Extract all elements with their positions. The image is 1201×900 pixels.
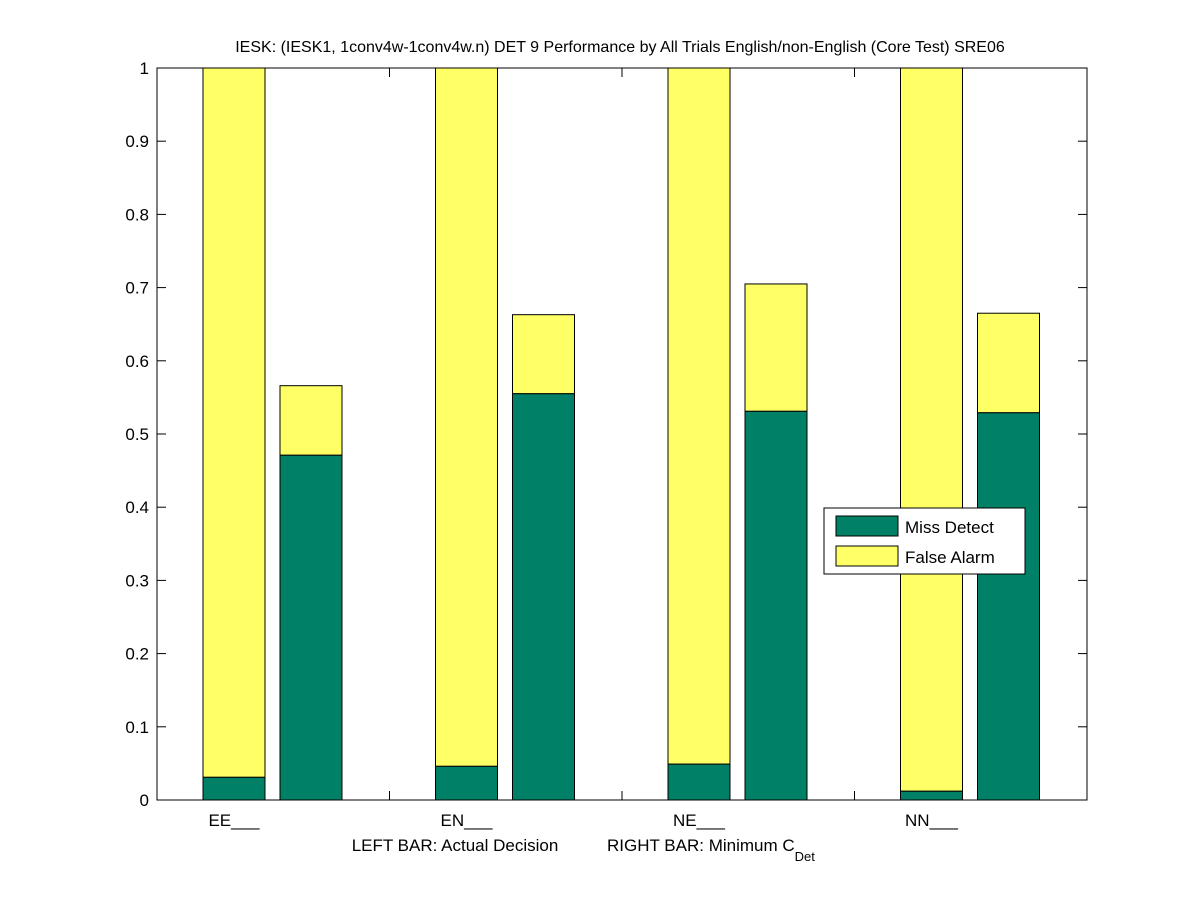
y-tick-label: 0.3 bbox=[125, 571, 149, 590]
legend: Miss Detect False Alarm bbox=[823, 507, 1026, 575]
y-tick-label: 1 bbox=[140, 59, 149, 78]
xlabel-left: LEFT BAR: Actual Decision bbox=[352, 836, 559, 855]
legend-swatch-false-alarm bbox=[835, 545, 899, 567]
xlabel-right-subscript: Det bbox=[795, 849, 816, 864]
x-tick-label: NN___ bbox=[905, 811, 958, 830]
legend-swatch-miss-detect bbox=[835, 515, 899, 537]
bar-left-miss-detect-ee bbox=[202, 776, 266, 801]
xlabel-right: RIGHT BAR: Minimum CDet bbox=[607, 836, 815, 864]
bar-right-false-alarm-ee bbox=[279, 385, 343, 456]
bar-right-false-alarm-ne bbox=[744, 283, 808, 412]
y-tick-label: 0.4 bbox=[125, 498, 149, 517]
y-tick-label: 0 bbox=[140, 791, 149, 810]
bar-right-false-alarm-nn bbox=[977, 312, 1040, 414]
chart-title: IESK: (IESK1, 1conv4w-1conv4w.n) DET 9 P… bbox=[235, 39, 1005, 56]
bar-left-miss-detect-en bbox=[435, 765, 498, 801]
x-tick-label: EE___ bbox=[208, 811, 260, 830]
bar-right-miss-detect-ne bbox=[744, 410, 808, 801]
xlabel-right-main: RIGHT BAR: Minimum C bbox=[607, 836, 795, 855]
bar-left-miss-detect-ne bbox=[667, 763, 731, 801]
bar-left-false-alarm-ee bbox=[202, 67, 266, 778]
legend-label-miss-detect: Miss Detect bbox=[905, 518, 994, 537]
bar-right-false-alarm-en bbox=[512, 314, 575, 395]
y-tick-label: 0.9 bbox=[125, 132, 149, 151]
y-tick-label: 0.2 bbox=[125, 645, 149, 664]
bar-right-miss-detect-nn bbox=[977, 412, 1040, 801]
x-tick-label: EN___ bbox=[441, 811, 494, 830]
bar-left-false-alarm-en bbox=[435, 67, 498, 767]
legend-label-false-alarm: False Alarm bbox=[905, 548, 995, 567]
y-tick-label: 0.8 bbox=[125, 205, 149, 224]
bar-right-miss-detect-en bbox=[512, 393, 575, 801]
bar-right-miss-detect-ee bbox=[279, 454, 343, 801]
x-tick-label: NE___ bbox=[673, 811, 726, 830]
y-tick-label: 0.1 bbox=[125, 718, 149, 737]
y-tick-label: 0.5 bbox=[125, 425, 149, 444]
y-tick-label: 0.6 bbox=[125, 352, 149, 371]
bar-left-false-alarm-ne bbox=[667, 67, 731, 765]
bar-left-miss-detect-nn bbox=[900, 790, 963, 801]
bar-left-false-alarm-nn bbox=[900, 67, 963, 792]
y-tick-label: 0.7 bbox=[125, 279, 149, 298]
